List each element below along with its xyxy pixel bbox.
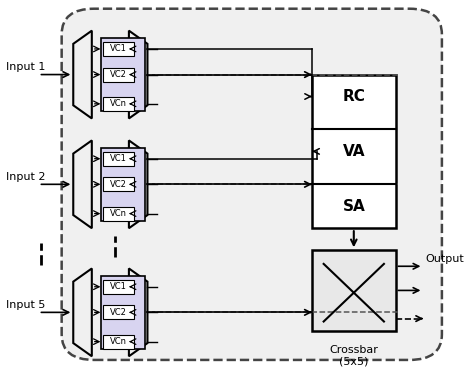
Text: Input 1: Input 1 [6,62,46,72]
Text: Input 5: Input 5 [6,300,46,310]
Text: Output: Output [426,254,465,264]
Text: VC2: VC2 [110,180,127,189]
Text: VCn: VCn [110,209,127,218]
FancyBboxPatch shape [103,42,134,56]
Text: VA: VA [343,144,365,159]
FancyBboxPatch shape [103,207,134,220]
Text: Crossbar
(5x5): Crossbar (5x5) [329,345,378,367]
FancyBboxPatch shape [101,148,145,221]
FancyBboxPatch shape [312,250,395,330]
Text: Input 2: Input 2 [6,172,46,182]
Text: VCn: VCn [110,99,127,108]
Text: SA: SA [342,199,365,214]
Text: VC1: VC1 [110,282,127,291]
FancyBboxPatch shape [103,152,134,166]
Text: VC1: VC1 [110,154,127,163]
FancyBboxPatch shape [103,280,134,294]
FancyBboxPatch shape [62,9,442,360]
Text: RC: RC [342,89,365,104]
Text: VC2: VC2 [110,308,127,317]
FancyBboxPatch shape [103,335,134,349]
Text: VCn: VCn [110,337,127,346]
FancyBboxPatch shape [103,97,134,111]
FancyBboxPatch shape [103,305,134,319]
Text: VC1: VC1 [110,44,127,53]
FancyBboxPatch shape [312,75,395,228]
FancyBboxPatch shape [101,38,145,111]
FancyBboxPatch shape [103,178,134,191]
Text: VC2: VC2 [110,70,127,79]
FancyBboxPatch shape [101,276,145,349]
FancyBboxPatch shape [103,68,134,82]
